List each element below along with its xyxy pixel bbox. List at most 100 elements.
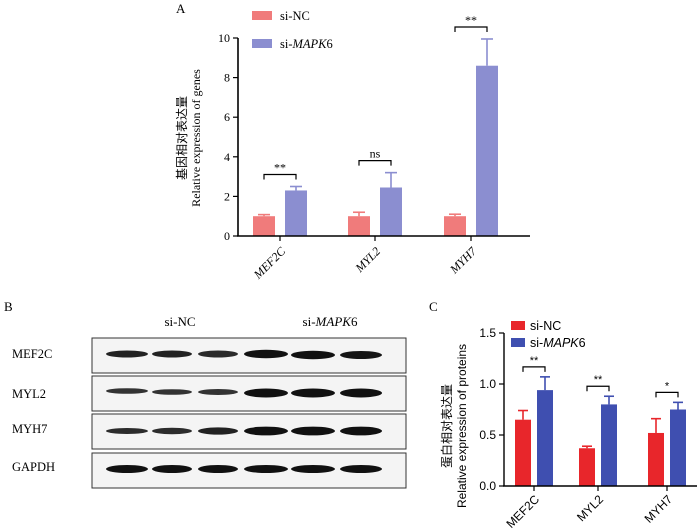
blot-group-mapk6: si-MAPK6 [303,314,358,329]
panel-a-y-ticks: 0 2 4 6 8 10 [218,31,238,243]
blot-band [106,388,148,394]
significance-bracket [358,160,392,166]
blot-band [152,389,192,395]
panel-c-x-ticks: MEF2C MYL2 MYH7 [503,486,675,529]
bar [348,216,370,236]
significance-label: ** [465,13,477,27]
y-tick-label: 0.5 [479,428,496,442]
significance-bracket [454,26,488,32]
panel-a-x-ticks: MEF2C MYL2 MYH7 [250,236,480,282]
bar [253,216,275,236]
panel-c-label: C [429,299,438,314]
y-tick-label: 10 [218,31,230,45]
y-tick-label: 8 [224,71,230,85]
blot-band [291,465,335,473]
blot-band [291,388,335,398]
panel-b-label: B [4,299,13,314]
blot-band [291,426,335,436]
y-tick-label: 6 [224,110,230,124]
western-blot-panel: B si-NC si-MAPK6 MEF2C MYL2 MYH7 GAPDH [4,299,407,489]
bar [476,65,498,236]
panel-a-ylabel-en: Relative expression of genes [189,69,203,207]
blot-band [244,349,288,359]
blot-band [106,465,148,473]
blot-band [198,465,238,473]
legend-swatch-nc [252,11,272,20]
legend-swatch-nc [511,321,525,330]
y-tick-label: 0 [224,229,230,243]
blot-band [106,350,148,358]
panel-c-chart: C si-NC si-MAPK6 蛋白相对表达量 Relative expres… [429,299,697,529]
blot-band [106,428,148,434]
category-label: MYL2 [574,492,606,524]
panel-a-chart: A si-NC si-MAPK6 基因相对表达量 Relative expres… [175,1,530,282]
significance-bracket [586,385,610,392]
y-tick-label: 1.5 [479,326,496,340]
blot-label-gapdh: GAPDH [12,460,55,474]
category-label: MYL2 [352,244,383,275]
legend-label-mapk6: si-MAPK6 [530,336,586,350]
blot-band [244,465,288,473]
panel-c-ylabel-en: Relative expression of proteins [455,344,469,508]
category-label: MYH7 [446,244,479,277]
legend-label-nc: si-NC [280,9,310,23]
blot-band [340,351,382,359]
significance-bracket [522,366,546,372]
significance-label: ns [370,147,381,161]
bar [579,448,595,486]
blot-group-nc: si-NC [164,314,195,329]
blot-band [198,427,238,435]
legend-swatch-mapk6 [511,338,525,347]
panel-a-label: A [176,1,186,16]
panel-c-ylabel-cn: 蛋白相对表达量 [439,384,454,468]
blot-band [340,426,382,436]
blot-band [340,465,382,473]
panel-c-bars: ***** [515,355,686,486]
blot-band [340,388,382,398]
blot-band [152,350,192,358]
significance-label: ** [274,161,286,175]
blot-band [152,465,192,473]
y-tick-label: 1.0 [479,377,496,391]
blot-band [198,350,238,358]
bar [648,432,664,486]
blot-band [244,426,288,436]
blot-bands-gapdh [106,465,382,473]
y-tick-label: 0.0 [479,479,496,493]
y-tick-label: 2 [224,189,230,203]
significance-bracket [263,173,297,180]
blot-label-myl2: MYL2 [12,387,46,401]
blot-band [198,389,238,395]
blot-bands-mef2c [106,349,382,360]
legend-swatch-mapk6 [252,39,272,48]
bar [380,187,402,236]
panel-a-ylabel: 基因相对表达量 Relative expression of genes [175,69,203,207]
blot-band [244,388,288,398]
bar [444,216,466,236]
y-tick-label: 4 [224,150,230,164]
bar [601,404,617,486]
panel-c-ylabel: 蛋白相对表达量 Relative expression of proteins [439,344,469,508]
bar [515,419,531,486]
panel-a-ylabel-cn: 基因相对表达量 [175,96,189,180]
significance-bracket [655,391,679,398]
significance-label: * [665,380,670,392]
blot-band [291,350,335,360]
blot-bands-myh7 [106,426,382,436]
significance-label: ** [530,355,539,367]
blot-band [152,427,192,435]
bar [285,190,307,236]
panel-c-y-ticks: 0.0 0.5 1.0 1.5 [479,326,504,493]
significance-label: ** [594,374,603,386]
category-label: MYH7 [642,492,676,526]
bar [670,409,686,486]
legend-label-mapk6: si-MAPK6 [280,37,333,51]
blot-label-mef2c: MEF2C [12,347,52,361]
blot-label-myh7: MYH7 [12,422,47,436]
bar [537,390,553,486]
blot-bands-myl2 [106,388,382,398]
category-label: MEF2C [250,244,289,283]
category-label: MEF2C [503,492,542,529]
legend-label-nc: si-NC [530,319,561,333]
